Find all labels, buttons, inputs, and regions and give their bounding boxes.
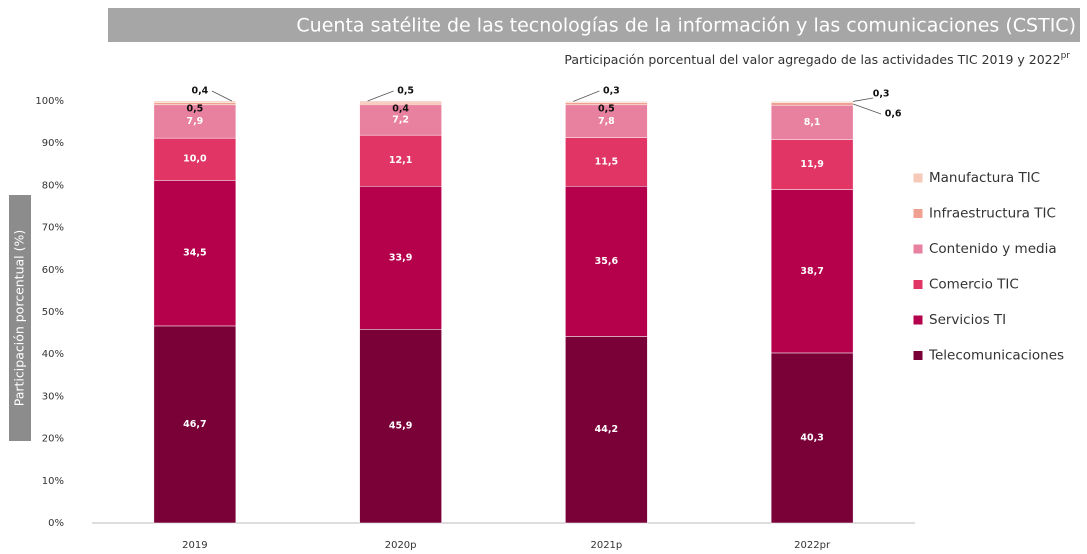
value-label: 44,2 — [595, 424, 618, 435]
value-label: 0,4 — [191, 86, 208, 97]
leader-line — [853, 97, 874, 102]
bar-segment — [359, 185, 442, 330]
value-label: 0,3 — [873, 89, 890, 100]
value-label: 8,1 — [804, 117, 821, 128]
value-label: 0,3 — [603, 86, 620, 97]
chart-subtitle: Participación porcentual del valor agreg… — [564, 51, 1070, 67]
legend-swatch — [912, 243, 924, 255]
subtitle-text: Participación porcentual del valor agreg… — [564, 52, 1060, 67]
bar-segment — [770, 139, 854, 190]
bar-segment — [770, 352, 854, 524]
y-label-box — [9, 195, 31, 441]
legend-label: Servicios TI — [929, 312, 1006, 328]
leader-line — [367, 90, 394, 102]
title-band — [108, 8, 1080, 42]
y-tick-label: 60% — [42, 265, 64, 276]
legend-label: Telecomunicaciones — [928, 348, 1064, 364]
legend-swatch — [912, 172, 924, 184]
leader-line — [211, 90, 233, 102]
value-label: 46,7 — [183, 419, 206, 430]
value-label: 0,5 — [598, 104, 615, 115]
bar-segment — [565, 336, 648, 524]
bar-segment — [153, 100, 237, 103]
legend-label: Contenido y media — [929, 241, 1057, 257]
bar-segment — [359, 100, 442, 104]
value-label: 35,6 — [595, 256, 619, 267]
bar-segment — [770, 102, 854, 106]
y-tick-label: 100% — [35, 96, 64, 107]
y-tick-label: 50% — [42, 307, 64, 318]
value-label: 11,9 — [800, 159, 823, 170]
y-tick-label: 10% — [42, 476, 64, 487]
value-label: 7,2 — [392, 114, 409, 125]
value-label: 0,5 — [397, 86, 414, 97]
value-label: 12,1 — [389, 155, 412, 166]
bar-segment — [770, 104, 854, 140]
bar-segment — [359, 104, 442, 136]
bar-segment — [770, 101, 854, 103]
value-label: 7,9 — [186, 116, 203, 127]
y-tick-label: 70% — [42, 223, 64, 234]
bar-segment — [770, 189, 854, 354]
legend-label: Manufactura TIC — [929, 170, 1040, 186]
leader-line — [852, 103, 882, 115]
bar-segment — [153, 137, 237, 181]
legend-label: Comercio TIC — [929, 277, 1019, 293]
bar-segment — [153, 180, 237, 327]
y-tick-label: 30% — [42, 391, 64, 402]
value-label: 40,3 — [800, 432, 823, 443]
value-label: 34,5 — [183, 248, 206, 259]
value-label: 0,4 — [392, 104, 409, 115]
subtitle-superscript: pr — [1061, 51, 1071, 61]
bar-segment — [153, 325, 237, 524]
bar-segment — [359, 329, 442, 524]
y-tick-label: 40% — [42, 349, 64, 360]
y-axis-label: Participación porcentual (%) — [12, 230, 27, 406]
bar-segment — [359, 134, 442, 187]
bar-segment — [565, 185, 648, 337]
value-label: 10,0 — [183, 154, 207, 165]
x-tick-label: 2019 — [182, 540, 207, 551]
y-tick-label: 90% — [42, 138, 64, 149]
legend-swatch — [912, 279, 924, 290]
legend-label: Infraestructura TIC — [929, 206, 1056, 222]
x-tick-label: 2022pr — [794, 540, 831, 551]
value-label: 33,9 — [389, 252, 412, 263]
chart-title: Cuenta satélite de las tecnologías de la… — [296, 15, 1076, 37]
value-label: 0,6 — [885, 109, 902, 120]
bar-segment — [565, 101, 648, 103]
legend-swatch — [912, 350, 924, 361]
y-tick-label: 0% — [48, 518, 64, 529]
legend-swatch — [912, 208, 924, 219]
y-tick-label: 20% — [42, 434, 64, 445]
value-label: 11,5 — [595, 156, 618, 167]
y-tick-label: 80% — [42, 180, 64, 191]
value-label: 0,5 — [186, 104, 203, 115]
bar-segment — [565, 137, 648, 187]
leader-line — [573, 90, 600, 102]
x-tick-label: 2020p — [385, 540, 417, 551]
legend-swatch — [912, 314, 924, 326]
value-label: 38,7 — [800, 266, 823, 277]
x-tick-label: 2021p — [590, 540, 622, 551]
bar-segment — [565, 104, 648, 138]
value-label: 7,8 — [598, 116, 615, 127]
value-label: 45,9 — [389, 421, 412, 432]
